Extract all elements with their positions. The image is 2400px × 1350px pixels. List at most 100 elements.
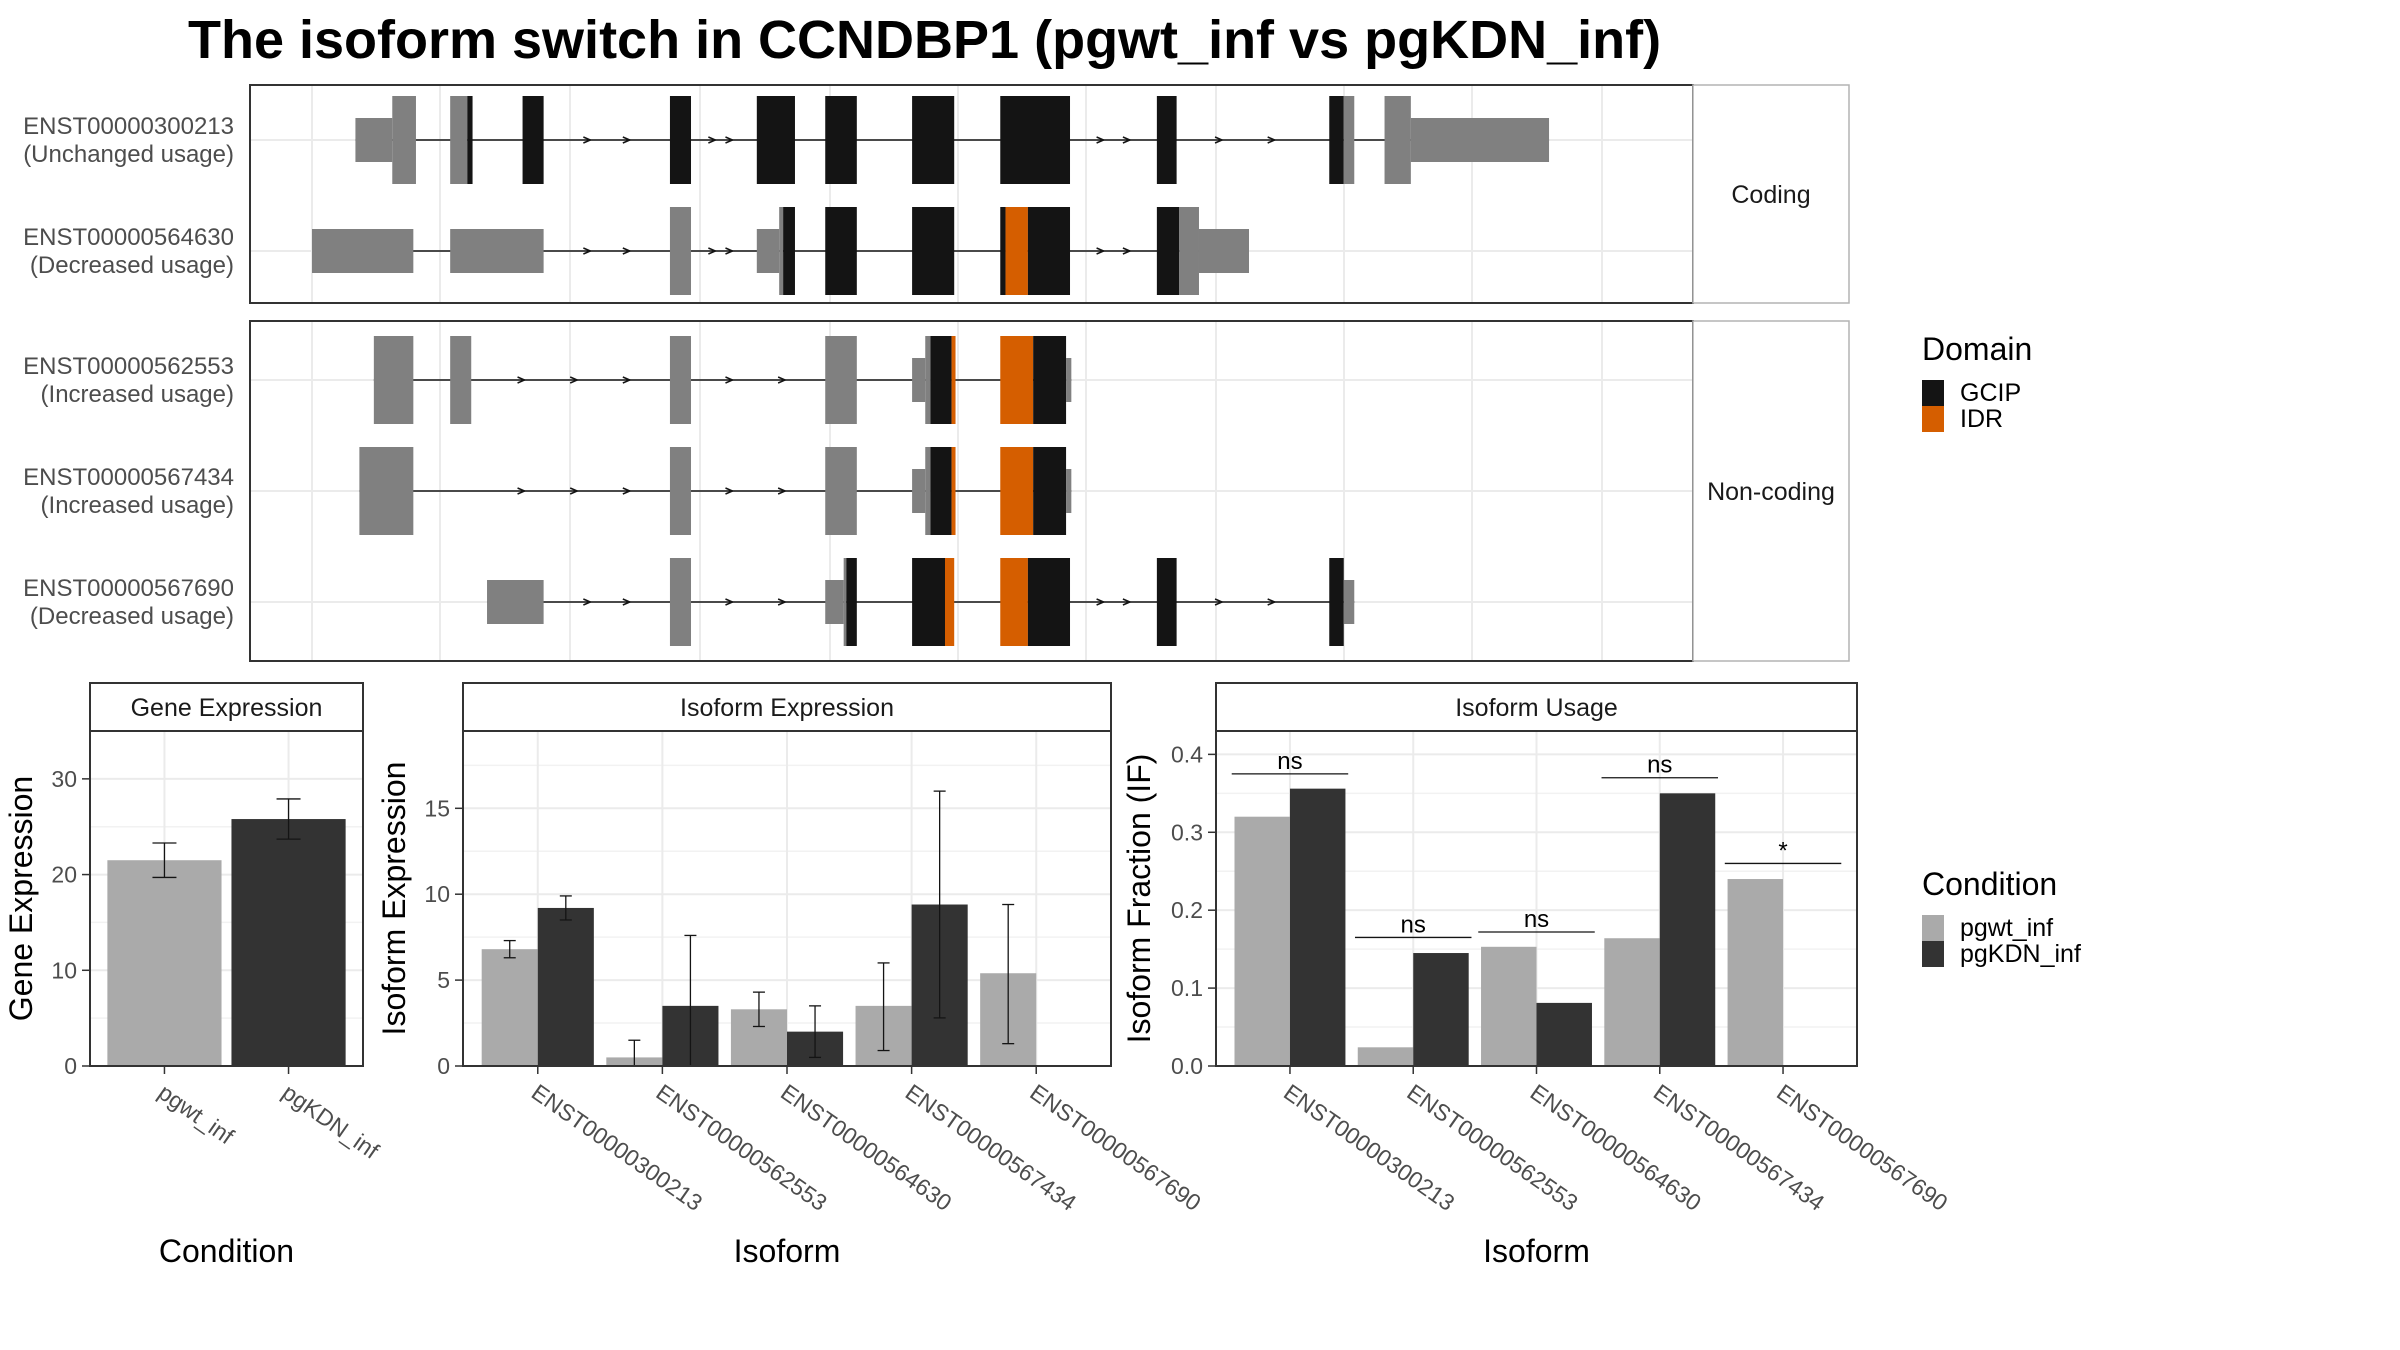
intron-arrow: [777, 487, 788, 495]
y-tick-label: 10: [51, 957, 77, 983]
x-tick-label: pgKDN_inf: [278, 1079, 385, 1164]
y-tick-label: 0: [437, 1053, 450, 1079]
intron-arrow: [1122, 136, 1132, 144]
exon-gcip: [1000, 207, 1006, 295]
intron-arrow: [622, 247, 632, 255]
exon-utr: [312, 229, 414, 273]
y-axis-title: Isoform Expression: [376, 762, 412, 1036]
exon-idr: [1005, 207, 1028, 295]
exon-gcip: [930, 447, 952, 535]
intron-arrow: [1096, 247, 1106, 255]
intron-arrow: [569, 376, 580, 384]
exon-gcip: [1033, 336, 1067, 424]
exon-gcip: [912, 558, 945, 646]
intron-arrow: [517, 376, 527, 384]
intron-arrow: [1122, 598, 1132, 606]
intron-arrow: [725, 487, 735, 495]
exon-utr: [756, 229, 780, 273]
exon-noncoding: [373, 336, 414, 424]
legend-key: [1922, 406, 1944, 432]
structure-group-strip: [1692, 84, 1850, 304]
exon-gcip: [825, 207, 857, 295]
intron-arrow: [1267, 136, 1277, 144]
exon-noncoding: [925, 447, 931, 535]
exon-noncoding: [669, 207, 692, 295]
intron-arrow: [622, 598, 632, 606]
exon-noncoding: [825, 447, 857, 535]
bar: [1234, 816, 1290, 1066]
exon-idr: [1000, 447, 1034, 535]
y-tick-label: 0.0: [1171, 1053, 1203, 1079]
intron-arrow: [1122, 247, 1132, 255]
exon-gcip: [467, 96, 473, 184]
isoform-usage-label: (Decreased usage): [30, 252, 234, 279]
legend-key: [1922, 915, 1944, 941]
intron-arrow: [1096, 598, 1106, 606]
exon-noncoding: [450, 336, 472, 424]
isoform-id-label: ENST00000300213: [23, 113, 234, 140]
bar: [1289, 788, 1346, 1066]
plot-title: Isoform Expression: [680, 694, 894, 722]
y-tick-label: 10: [424, 881, 450, 907]
exon-noncoding: [450, 96, 468, 184]
bar: [1481, 946, 1537, 1066]
exon-noncoding: [392, 96, 416, 184]
x-axis-title: Condition: [159, 1233, 294, 1269]
legend-label: pgwt_inf: [1960, 914, 2053, 942]
exon-utr: [450, 229, 544, 273]
exon-gcip: [783, 207, 795, 295]
exon-idr: [951, 336, 956, 424]
bar: [231, 819, 346, 1066]
figure-title: The isoform switch in CCNDBP1 (pgwt_inf …: [188, 10, 1661, 70]
exon-gcip: [912, 207, 955, 295]
plot-title: Gene Expression: [131, 694, 323, 722]
x-axis-title: Isoform: [734, 1233, 841, 1269]
exon-idr: [951, 447, 956, 535]
exon-noncoding: [843, 558, 847, 646]
bar: [1536, 1002, 1592, 1066]
intron-arrow: [583, 598, 593, 606]
bar: [1357, 1047, 1414, 1066]
isoform-usage-label: (Unchanged usage): [23, 141, 234, 168]
structure-group-strip: [1692, 320, 1850, 662]
isoform-usage-label: (Increased usage): [41, 492, 234, 519]
intron-arrow: [622, 376, 632, 384]
structure-group-label: Coding: [1731, 181, 1810, 209]
legend-title: Condition: [1922, 866, 2057, 902]
exon-gcip: [930, 336, 952, 424]
y-tick-label: 0: [64, 1053, 77, 1079]
intron-arrow: [777, 376, 788, 384]
intron-arrow: [725, 376, 735, 384]
exon-gcip: [1027, 207, 1071, 295]
intron-arrow: [569, 487, 580, 495]
intron-arrow: [1096, 136, 1106, 144]
intron-arrow: [708, 136, 718, 144]
isoform-expression-plot: Isoform Expression051015ENST00000300213E…: [376, 682, 1206, 1269]
exon-noncoding: [1179, 207, 1199, 295]
intron-arrow: [622, 136, 632, 144]
exon-gcip: [1000, 96, 1071, 184]
exon-gcip: [825, 96, 857, 184]
y-tick-label: 0.1: [1171, 975, 1203, 1001]
exon-noncoding: [669, 447, 692, 535]
legend-key: [1922, 380, 1944, 406]
intron-arrow: [1214, 136, 1224, 144]
significance-label: ns: [1401, 911, 1426, 938]
bar: [1413, 953, 1469, 1066]
y-tick-label: 0.3: [1171, 819, 1203, 845]
exon-utr: [1066, 469, 1072, 513]
exon-gcip: [1329, 96, 1344, 184]
exon-gcip: [669, 96, 692, 184]
exon-noncoding: [1343, 96, 1355, 184]
y-tick-label: 5: [437, 967, 450, 993]
y-tick-label: 15: [424, 795, 450, 821]
exon-gcip: [1033, 447, 1067, 535]
bar: [1604, 938, 1660, 1066]
exon-gcip: [522, 96, 544, 184]
exon-gcip: [1156, 96, 1177, 184]
exon-gcip: [1027, 558, 1071, 646]
significance-label: ns: [1277, 748, 1302, 775]
exon-gcip: [1156, 207, 1180, 295]
